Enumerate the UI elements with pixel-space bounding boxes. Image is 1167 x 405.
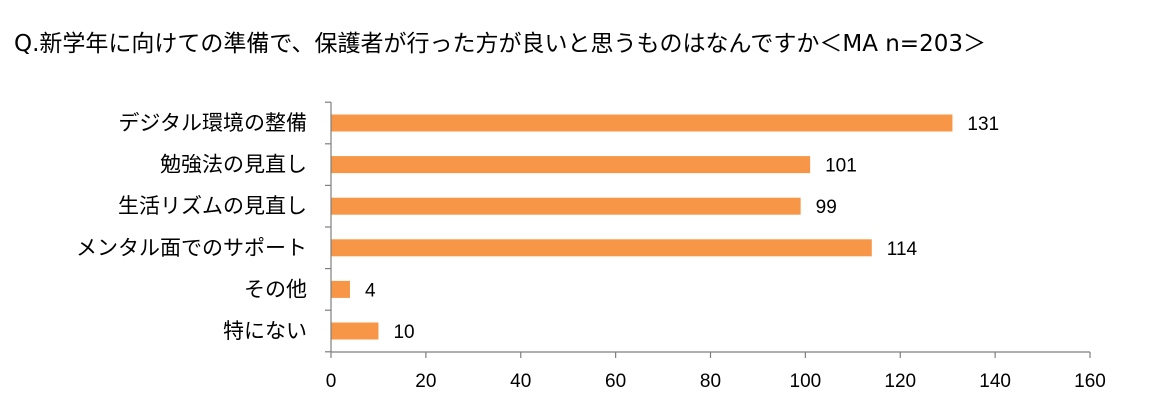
chart-title: Q.新学年に向けての準備で、保護者が行った方が良いと思うものはなんですか＜MA … [14, 31, 986, 57]
x-tick-label-5: 100 [790, 371, 822, 392]
category-label-1: 勉強法の見直し [160, 153, 307, 177]
category-label-0: デジタル環境の整備 [118, 111, 307, 135]
bars-group [331, 114, 953, 340]
data-label-5: 10 [393, 322, 414, 343]
x-tick-label-8: 160 [1074, 371, 1106, 392]
category-label-5: 特にない [223, 319, 307, 343]
bar-4 [331, 280, 350, 298]
x-tick-label-1: 20 [415, 371, 436, 392]
bar-3 [331, 239, 872, 257]
data-label-2: 99 [816, 197, 837, 218]
x-tick-label-0: 0 [326, 371, 337, 392]
data-label-4: 4 [365, 280, 376, 301]
category-label-3: メンタル面でのサポート [76, 236, 307, 260]
bar-1 [331, 156, 811, 174]
x-tick-label-4: 80 [700, 371, 721, 392]
bar-0 [331, 114, 953, 132]
axes-group: デジタル環境の整備 131 勉強法の見直し 101 生活リズムの見直し 99 メンタル面での… [76, 101, 1106, 392]
x-tick-label-6: 120 [884, 371, 916, 392]
data-label-1: 101 [825, 156, 857, 177]
category-label-4: その他 [244, 277, 307, 301]
x-tick-label-3: 60 [605, 371, 626, 392]
x-tick-label-2: 40 [510, 371, 531, 392]
bar-5 [331, 322, 379, 340]
data-label-3: 114 [887, 239, 918, 260]
x-tick-label-7: 140 [979, 371, 1011, 392]
category-label-2: 生活リズムの見直し [118, 194, 307, 218]
bar-2 [331, 197, 801, 215]
data-label-0: 131 [967, 114, 999, 135]
